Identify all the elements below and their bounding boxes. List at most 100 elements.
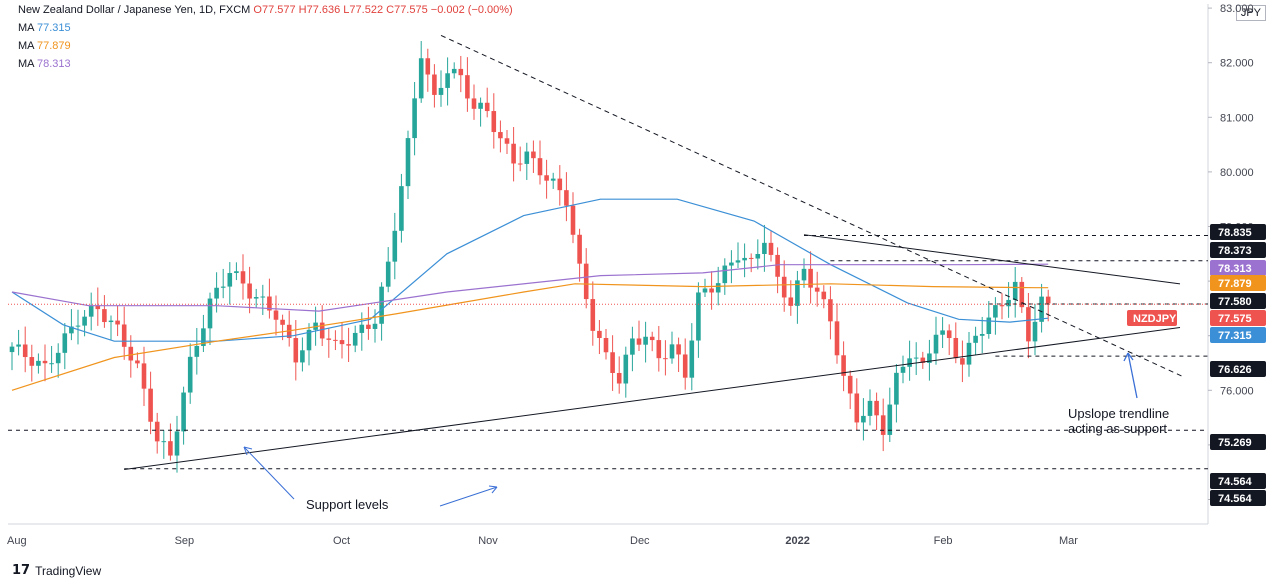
candle-body [874,400,879,416]
candle-body [920,357,926,363]
candle-body [412,98,417,139]
candle-body [504,138,510,144]
candle-body [9,346,15,353]
tradingview-logo-icon: 17 [12,563,31,578]
price-tag-5 [1127,310,1177,326]
candle-body [550,178,556,181]
candle-body [722,265,728,284]
price-tick-label: 83.000 [1220,3,1254,15]
candle-body [808,268,813,288]
symbol-title: New Zealand Dollar / Japanese Yen, 1D, F… [18,4,251,16]
candle-body [392,230,398,262]
candle-body [511,143,516,164]
candle-body [201,328,206,346]
candle-body [755,253,761,259]
candle-body [214,287,219,299]
ma-legend-2[interactable]: MA 77.879 [18,40,71,52]
candle-body [326,338,332,340]
candle-body [623,354,629,384]
candle-body [630,338,635,355]
candle-body [207,298,213,329]
candle-body [616,372,622,384]
candle-body [1026,307,1031,342]
annotation-arrow [1127,352,1138,399]
candle-body [517,163,523,165]
candle-body [636,338,642,345]
ma-legend-3[interactable]: MA 78.313 [18,58,71,70]
tradingview-logo[interactable]: 17 TradingView [12,563,101,578]
candle-body [762,242,767,254]
candle-body [940,330,945,335]
candle-body [82,316,87,326]
resistance-trendline[interactable] [803,234,1181,285]
price-tag-label: 77.580 [1218,296,1252,308]
candle-body [102,309,107,323]
candle-body [62,333,68,353]
candle-body [465,75,470,99]
candle-body [1012,281,1018,300]
candle-body [689,340,695,378]
price-tag-8 [1210,361,1266,377]
annotation-arrow [439,486,498,507]
price-tick-label: 80.000 [1220,167,1254,179]
candle-body [557,178,563,191]
candle-body [583,263,589,300]
candle-body [768,242,774,255]
candle-body [22,344,28,358]
price-tag-label: 77.879 [1218,278,1252,290]
ma-label: MA [18,40,34,52]
candle-body [669,344,675,359]
price-tag-label: 77.315 [1218,330,1252,342]
candle-body [121,324,127,347]
candle-body [880,415,886,435]
candle-body [564,190,569,206]
candle-body [405,138,411,187]
candle-body [933,334,939,354]
ma-legend-1[interactable]: MA 77.315 [18,22,71,34]
candle-body [339,340,345,345]
candle-body [960,358,965,365]
downtrend-line[interactable] [440,34,1184,378]
upslope-trendline[interactable] [124,327,1181,470]
candle-body [1039,296,1044,322]
arrow-head [1123,352,1134,362]
candle-body [649,336,655,341]
ma-value: 78.313 [36,58,71,70]
price-tag-label: 78.373 [1218,245,1252,257]
candle-body [656,340,662,359]
tradingview-logo-text: TradingView [35,563,102,578]
candle-body [531,151,536,159]
candle-body [135,360,140,364]
candle-body [887,404,893,435]
ma-label: MA [18,22,34,34]
candle-body [748,257,754,259]
candle-body [128,346,134,361]
candle-body [788,297,794,306]
time-tick-label: 2022 [785,535,809,547]
candle-body [1045,296,1051,304]
candle-body [867,400,873,416]
candle-body [491,111,497,133]
candle-body [986,317,992,334]
candle-body [366,324,371,329]
annotation-support-levels: Support levels [306,497,389,512]
ma-value: 77.879 [36,40,71,52]
candle-body [973,335,978,343]
price-tag-7 [1210,327,1266,343]
price-tag-label: 75.269 [1218,437,1252,449]
candle-body [300,350,305,363]
candle-body [603,337,609,353]
candle-body [742,257,747,261]
time-tick-label: Mar [1059,535,1078,547]
candle-body [715,283,721,293]
price-tag-4 [1210,293,1266,309]
candle-body [260,296,266,298]
candle-body [597,330,602,338]
candle-body [709,288,714,293]
candle-body [894,372,899,405]
candle-body [544,175,549,181]
candle-body [821,291,827,300]
currency-button[interactable]: JPY [1235,5,1266,21]
candle-body [451,68,457,74]
